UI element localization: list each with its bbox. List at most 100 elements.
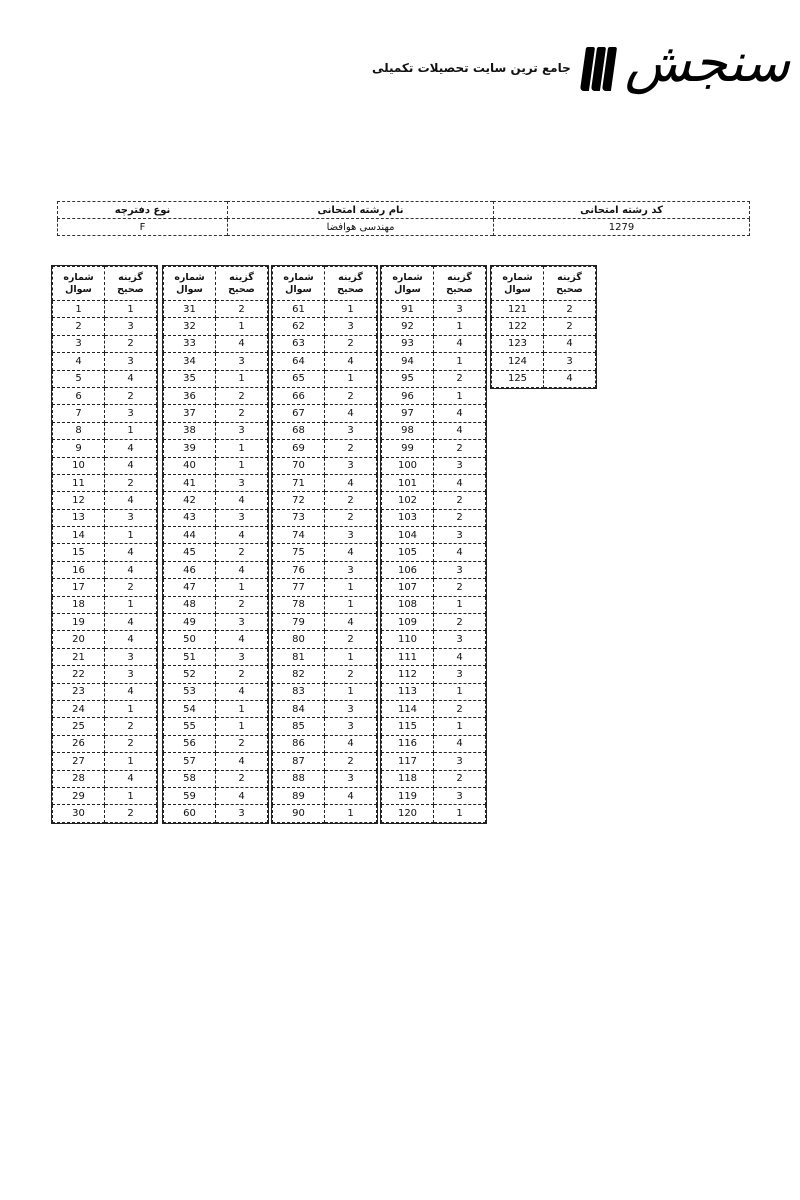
question-number: 105 — [381, 543, 434, 562]
question-number: 115 — [381, 717, 434, 736]
correct-answer: 4 — [215, 560, 268, 580]
question-number: 64 — [272, 352, 325, 371]
question-number: 92 — [381, 317, 434, 336]
correct-answer: 1 — [433, 386, 486, 406]
question-number: 107 — [381, 578, 434, 597]
table-row: 54 1 — [163, 699, 268, 719]
correct-answer: 2 — [215, 543, 268, 562]
question-number: 28 — [52, 769, 105, 788]
question-number: 33 — [163, 334, 216, 354]
table-row: 67 4 — [272, 404, 377, 423]
table-row: 122 2 — [491, 317, 596, 336]
question-number: 59 — [163, 786, 216, 806]
correct-answer: 4 — [324, 473, 377, 493]
table-row: 36 2 — [163, 386, 268, 406]
table-row: 124 3 — [491, 352, 596, 371]
table-row: 103 2 — [381, 508, 486, 528]
question-number: 100 — [381, 456, 434, 475]
question-number: 81 — [272, 647, 325, 667]
correct-answer: 1 — [104, 786, 157, 806]
question-number: 35 — [163, 369, 216, 388]
question-number: 84 — [272, 699, 325, 719]
table-row: 92 1 — [381, 317, 486, 336]
question-number: 73 — [272, 508, 325, 528]
table-row: 48 2 — [163, 595, 268, 615]
table-row: 116 4 — [381, 734, 486, 754]
table-row: 98 4 — [381, 421, 486, 441]
table-row: 99 2 — [381, 439, 486, 458]
question-number: 94 — [381, 352, 434, 371]
table-row: 35 1 — [163, 369, 268, 388]
correct-answer: 4 — [543, 369, 596, 388]
field-name-header: نام رشته امتحانی — [227, 201, 494, 219]
table-row: 41 3 — [163, 473, 268, 493]
table-row: 34 3 — [163, 352, 268, 371]
table-row: 115 1 — [381, 717, 486, 736]
correct-answer-header: گزینه صحیح — [324, 266, 377, 301]
table-row: 66 2 — [272, 386, 377, 406]
question-number: 116 — [381, 734, 434, 754]
table-row: 51 3 — [163, 647, 268, 667]
correct-answer: 1 — [215, 578, 268, 597]
correct-answer: 4 — [104, 682, 157, 701]
question-number: 57 — [163, 752, 216, 771]
question-number: 87 — [272, 752, 325, 771]
question-number: 117 — [381, 752, 434, 771]
table-row: 24 1 — [52, 699, 157, 719]
table-row: 62 3 — [272, 317, 377, 336]
table-row: 33 4 — [163, 334, 268, 354]
correct-answer: 4 — [104, 560, 157, 580]
table-row: 16 4 — [52, 560, 157, 580]
correct-answer: 3 — [543, 352, 596, 371]
sanjesh-logo: جامع ترین سایت تحصیلات تکمیلی سنجش — [372, 18, 790, 108]
correct-answer: 2 — [433, 699, 486, 719]
correct-answer: 3 — [104, 647, 157, 667]
question-number: 14 — [52, 526, 105, 545]
correct-answer: 4 — [104, 456, 157, 475]
question-number: 27 — [52, 752, 105, 771]
correct-answer: 2 — [104, 334, 157, 354]
correct-answer: 2 — [104, 717, 157, 736]
table-row: 86 4 — [272, 734, 377, 754]
correct-answer: 3 — [215, 473, 268, 493]
correct-answer: 3 — [104, 508, 157, 528]
question-number-header: شماره سوال — [163, 266, 216, 301]
correct-answer: 3 — [324, 699, 377, 719]
correct-answer: 1 — [433, 595, 486, 615]
question-number: 43 — [163, 508, 216, 528]
question-number: 85 — [272, 717, 325, 736]
correct-answer: 3 — [324, 421, 377, 441]
table-row: 13 3 — [52, 508, 157, 528]
table-row: 106 3 — [381, 560, 486, 580]
question-number: 62 — [272, 317, 325, 336]
question-number: 74 — [272, 526, 325, 545]
table-row: 10 4 — [52, 456, 157, 475]
table-row: 108 1 — [381, 595, 486, 615]
table-row: 39 1 — [163, 439, 268, 458]
table-row: 68 3 — [272, 421, 377, 441]
question-number: 10 — [52, 456, 105, 475]
table-row: 19 4 — [52, 613, 157, 632]
question-number: 37 — [163, 404, 216, 423]
question-number: 61 — [272, 299, 325, 319]
correct-answer: 1 — [324, 369, 377, 388]
table-row: 85 3 — [272, 717, 377, 736]
question-number: 93 — [381, 334, 434, 354]
table-row: 76 3 — [272, 560, 377, 580]
correct-answer: 1 — [433, 717, 486, 736]
table-row: 102 2 — [381, 491, 486, 510]
correct-answer: 4 — [104, 439, 157, 458]
table-row: 18 1 — [52, 595, 157, 615]
correct-answer: 1 — [433, 804, 486, 823]
table-row: 72 2 — [272, 491, 377, 510]
question-number: 65 — [272, 369, 325, 388]
correct-answer: 1 — [215, 317, 268, 336]
table-row: 43 3 — [163, 508, 268, 528]
question-number: 114 — [381, 699, 434, 719]
table-row: 107 2 — [381, 578, 486, 597]
field-name-value: مهندسی هوافضا — [227, 218, 494, 236]
question-number-header: شماره سوال — [381, 266, 434, 301]
table-row: 123 4 — [491, 334, 596, 354]
